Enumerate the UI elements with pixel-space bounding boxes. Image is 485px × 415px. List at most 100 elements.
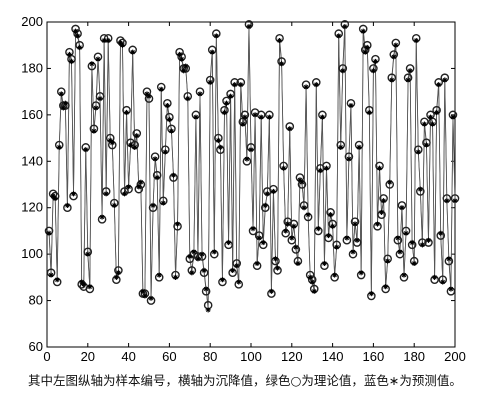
data-point	[93, 105, 99, 111]
data-point	[283, 228, 289, 234]
data-point	[58, 91, 64, 97]
data-point	[136, 184, 142, 190]
data-point	[427, 114, 434, 120]
data-point	[107, 137, 113, 143]
data-point	[381, 198, 387, 204]
data-point	[448, 286, 454, 292]
data-point	[374, 221, 381, 227]
data-point	[289, 235, 295, 241]
data-point	[183, 63, 189, 69]
x-tick-label: 180	[403, 349, 425, 364]
data-point	[142, 293, 148, 299]
data-point	[442, 77, 448, 83]
data-point	[236, 279, 242, 285]
data-point	[321, 260, 328, 267]
data-point	[91, 128, 97, 134]
data-point	[170, 172, 177, 178]
data-point	[60, 105, 66, 111]
y-tick-label: 160	[21, 107, 43, 122]
data-point	[83, 147, 89, 153]
series-line	[48, 24, 456, 306]
data-point	[195, 256, 201, 262]
data-point	[293, 244, 299, 250]
data-point	[274, 265, 281, 271]
data-point	[193, 114, 199, 120]
data-point	[344, 235, 350, 241]
data-point	[95, 56, 101, 62]
data-point	[334, 244, 340, 250]
data-point	[389, 77, 395, 83]
data-point	[423, 142, 430, 148]
data-point	[62, 100, 68, 106]
data-point	[89, 61, 95, 67]
data-point	[317, 167, 323, 174]
x-tick-label: 100	[240, 349, 262, 364]
data-point	[158, 86, 164, 92]
data-point	[395, 235, 401, 241]
data-point	[383, 284, 389, 290]
x-tick-label: 80	[203, 349, 217, 364]
data-point	[348, 102, 354, 109]
data-point	[266, 114, 272, 120]
data-point	[101, 37, 107, 44]
x-tick-label: 120	[281, 349, 303, 364]
data-point	[230, 267, 236, 273]
data-point	[46, 230, 52, 236]
data-point	[148, 295, 154, 301]
data-point	[264, 191, 270, 197]
y-tick-label: 140	[21, 153, 43, 168]
data-point	[421, 121, 427, 127]
data-point	[311, 288, 317, 294]
data-point	[166, 116, 172, 123]
data-point	[272, 256, 279, 262]
data-point	[199, 251, 205, 257]
data-point	[330, 223, 336, 229]
data-point	[250, 226, 256, 232]
data-point	[313, 82, 319, 88]
data-point	[256, 235, 262, 241]
data-point	[217, 144, 223, 150]
data-point	[207, 79, 213, 85]
data-point	[146, 93, 152, 99]
data-point	[223, 100, 230, 106]
data-point	[209, 49, 215, 55]
data-point	[221, 109, 228, 116]
data-point	[244, 156, 250, 162]
data-point	[160, 200, 166, 206]
y-tick-label: 120	[21, 200, 43, 215]
data-point	[268, 288, 274, 294]
data-point	[409, 239, 415, 246]
x-tick-label: 0	[43, 349, 50, 364]
data-point	[325, 232, 332, 239]
data-point	[162, 149, 168, 155]
data-point	[262, 202, 268, 208]
data-point	[87, 284, 93, 290]
data-point	[356, 144, 362, 150]
data-point	[338, 144, 344, 150]
data-point	[144, 91, 150, 97]
x-tick-label: 20	[81, 349, 95, 364]
data-point	[281, 165, 287, 171]
data-point	[154, 174, 160, 181]
data-point	[238, 82, 244, 88]
data-point	[336, 33, 342, 39]
data-point	[352, 221, 358, 227]
data-point	[252, 112, 258, 118]
data-point	[350, 249, 356, 255]
data-point	[248, 147, 254, 153]
y-tick-label: 180	[21, 60, 43, 75]
data-point	[340, 68, 346, 74]
data-point	[425, 237, 432, 243]
data-point	[48, 272, 54, 278]
data-point	[452, 198, 458, 204]
data-point	[303, 84, 309, 90]
data-point	[97, 96, 103, 102]
data-point	[432, 274, 438, 280]
data-point	[407, 68, 413, 74]
y-tick-label: 80	[29, 293, 43, 308]
data-point	[419, 242, 425, 248]
data-point	[368, 291, 374, 297]
data-point	[185, 96, 191, 102]
data-point	[191, 249, 197, 255]
